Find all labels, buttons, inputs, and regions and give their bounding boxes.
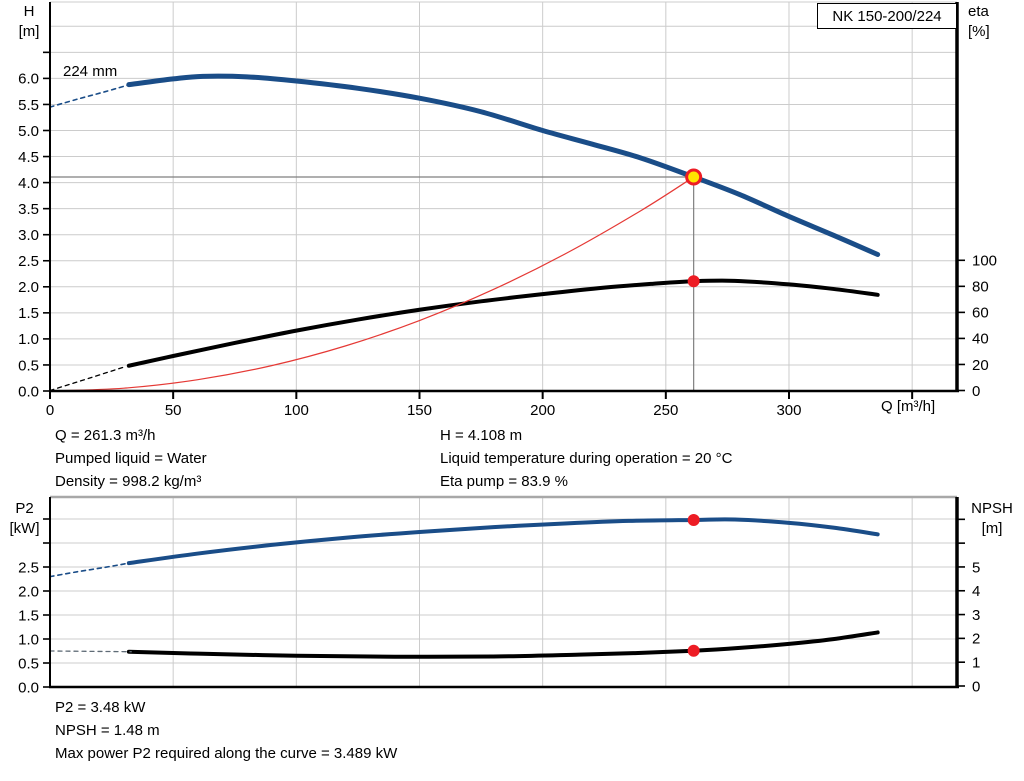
- y-left-tick-label: 2.5: [18, 559, 39, 576]
- eta-axis-title-line1: eta: [968, 3, 989, 20]
- eta-pump-label: Eta pump = 83.9 %: [440, 473, 568, 490]
- pump-model-box: NK 150-200/224: [817, 3, 957, 29]
- npsh-axis-title-line1: NPSH: [971, 500, 1013, 517]
- y-left-tick-label: 0.5: [18, 655, 39, 672]
- npsh-result-label: NPSH = 1.48 m: [55, 722, 160, 739]
- efficiency-curve: [126, 278, 880, 368]
- density-label: Density = 998.2 kg/m³: [55, 473, 202, 490]
- p2-axis-title: P2 [kW]: [2, 499, 47, 539]
- y-right-tick-label: 0: [972, 383, 980, 400]
- y-right-tick-label: 40: [972, 331, 989, 348]
- y-right-tick-label: 2: [972, 631, 980, 648]
- p2-result-label: P2 = 3.48 kW: [55, 699, 146, 716]
- y-left-tick-label: 1.0: [18, 631, 39, 648]
- y-left-tick-label: 0.0: [18, 383, 39, 400]
- y-left-tick-label: 2.5: [18, 253, 39, 270]
- y-right-tick-label: 4: [972, 583, 980, 600]
- npsh-curve-dashed-lead: [49, 650, 132, 653]
- y-left-tick-label: 5.5: [18, 97, 39, 114]
- x-tick-label: 250: [653, 402, 678, 419]
- y-right-tick-label: 1: [972, 654, 980, 671]
- y-left-tick-label: 4.0: [18, 175, 39, 192]
- y-right-tick-label: 5: [972, 559, 980, 576]
- y-left-tick-label: 2.0: [18, 583, 39, 600]
- eta-axis-title: eta [%]: [968, 2, 1020, 42]
- x-tick-label: 50: [165, 402, 182, 419]
- x-tick-label: 150: [407, 402, 432, 419]
- y-left-tick-label: 3.5: [18, 201, 39, 218]
- p2-point-marker: [687, 513, 700, 526]
- y-left-tick-label: 0.0: [18, 679, 39, 696]
- head-curve-dashed-lead: [49, 83, 133, 108]
- y-left-tick-label: 0.5: [18, 357, 39, 374]
- y-right-tick-label: 60: [972, 305, 989, 322]
- y-left-tick-label: 2.0: [18, 279, 39, 296]
- y-left-tick-label: 1.0: [18, 331, 39, 348]
- h-axis-title-line1: H: [23, 3, 35, 20]
- result-info-block: P2 = 3.48 kW NPSH = 1.48 m Max power P2 …: [55, 696, 397, 765]
- npsh-axis-title: NPSH [m]: [963, 499, 1021, 539]
- y-left-tick-label: 1.5: [18, 607, 39, 624]
- npsh-point-marker: [687, 644, 700, 657]
- pumped-liquid-label: Pumped liquid = Water: [55, 450, 207, 467]
- system-curve: [49, 176, 695, 392]
- y-left-tick-label: 3.0: [18, 227, 39, 244]
- y-left-tick-label: 6.0: [18, 71, 39, 88]
- duty-info-left: Q = 261.3 m³/h Pumped liquid = Water Den…: [55, 424, 207, 493]
- efficiency-curve-dashed-lead: [49, 366, 125, 392]
- y-right-tick-label: 100: [972, 253, 997, 270]
- x-tick-label: 300: [776, 402, 801, 419]
- pump-model-label: NK 150-200/224: [832, 7, 942, 25]
- duty-flow-label: Q = 261.3 m³/h: [55, 427, 156, 444]
- p2-curve: [126, 517, 880, 566]
- efficiency-point-marker: [687, 275, 700, 288]
- head-curve-224mm: [126, 73, 881, 257]
- p2-axis-title-line1: P2: [15, 500, 34, 517]
- y-right-tick-label: 20: [972, 357, 989, 374]
- y-right-tick-label: 3: [972, 607, 980, 624]
- npsh-curve: [126, 630, 880, 659]
- y-left-tick-label: 4.5: [18, 149, 39, 166]
- npsh-axis-title-line2: [m]: [981, 520, 1003, 537]
- x-tick-label: 100: [284, 402, 309, 419]
- y-left-tick-label: 5.0: [18, 123, 39, 140]
- x-tick-label: 200: [530, 402, 555, 419]
- impeller-diameter-label: 224 mm: [63, 63, 118, 80]
- h-axis-title: H [m]: [10, 2, 48, 42]
- h-axis-title-line2: [m]: [18, 23, 40, 40]
- x-tick-label: 0: [46, 402, 54, 419]
- liquid-temperature-label: Liquid temperature during operation = 20…: [440, 450, 733, 467]
- duty-head-label: H = 4.108 m: [440, 427, 523, 444]
- q-axis-title: Q [m³/h]: [881, 398, 936, 415]
- y-right-tick-label: 80: [972, 279, 989, 296]
- y-left-tick-label: 1.5: [18, 305, 39, 322]
- p2-curve-dashed-lead: [49, 561, 133, 578]
- duty-info-right: H = 4.108 m Liquid temperature during op…: [440, 424, 732, 493]
- p2-axis-title-line2: [kW]: [9, 520, 40, 537]
- duty-point-marker: [685, 168, 703, 186]
- max-power-label: Max power P2 required along the curve = …: [55, 745, 398, 762]
- eta-axis-title-line2: [%]: [968, 23, 990, 40]
- y-right-tick-label: 0: [972, 678, 980, 695]
